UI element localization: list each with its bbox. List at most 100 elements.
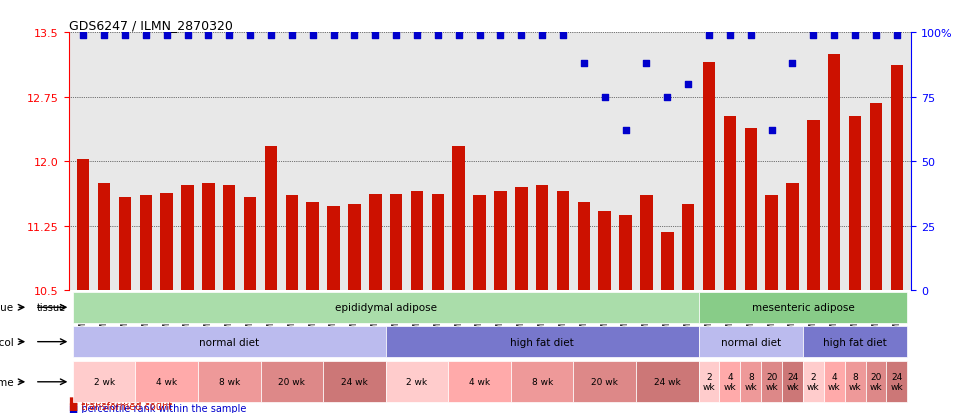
Point [868, 32, 884, 39]
Point [96, 32, 112, 39]
Text: 24 wk: 24 wk [341, 377, 368, 386]
Point [722, 32, 738, 39]
Point [534, 32, 550, 39]
Point [763, 128, 779, 134]
Text: 24
wk: 24 wk [786, 373, 799, 391]
Point [785, 61, 801, 67]
Bar [849, 117, 861, 290]
Point [263, 32, 278, 39]
FancyBboxPatch shape [261, 361, 323, 402]
FancyBboxPatch shape [73, 292, 699, 323]
Point [138, 32, 154, 39]
Point [305, 32, 320, 39]
Point [597, 94, 612, 101]
Text: 24 wk: 24 wk [654, 377, 681, 386]
Point [159, 32, 174, 39]
Point [409, 32, 424, 39]
Bar [98, 183, 111, 290]
FancyBboxPatch shape [573, 361, 636, 402]
Point [702, 32, 717, 39]
Bar [494, 192, 507, 290]
Text: 8 wk: 8 wk [531, 377, 553, 386]
FancyBboxPatch shape [198, 361, 261, 402]
Bar [181, 186, 194, 290]
Bar [307, 203, 318, 290]
Point [347, 32, 363, 39]
Bar [369, 194, 381, 290]
Bar [703, 63, 715, 290]
Text: GDS6247 / ILMN_2870320: GDS6247 / ILMN_2870320 [69, 19, 232, 32]
Point [430, 32, 446, 39]
Point [889, 32, 905, 39]
Bar [265, 147, 277, 290]
Text: ■ transformed count: ■ transformed count [69, 401, 172, 411]
FancyBboxPatch shape [845, 361, 865, 402]
Text: 2 wk: 2 wk [407, 377, 427, 386]
Text: 2
wk: 2 wk [808, 373, 819, 391]
Bar [786, 183, 799, 290]
Bar [285, 196, 298, 290]
Text: 4
wk: 4 wk [723, 373, 736, 391]
Point [848, 32, 863, 39]
Bar [536, 186, 549, 290]
Text: 8
wk: 8 wk [849, 373, 861, 391]
Point [514, 32, 529, 39]
Bar [327, 206, 340, 290]
Point [451, 32, 466, 39]
Bar [662, 232, 673, 290]
Text: epididymal adipose: epididymal adipose [335, 303, 437, 313]
Point [325, 32, 341, 39]
Bar [139, 196, 152, 290]
Bar [244, 198, 257, 290]
Point [242, 32, 258, 39]
Point [680, 81, 696, 88]
Text: 2
wk: 2 wk [703, 373, 715, 391]
FancyBboxPatch shape [386, 326, 699, 357]
Text: 8
wk: 8 wk [745, 373, 758, 391]
FancyBboxPatch shape [135, 361, 198, 402]
FancyBboxPatch shape [761, 361, 782, 402]
Text: tissue: tissue [0, 303, 14, 313]
FancyBboxPatch shape [886, 361, 907, 402]
FancyBboxPatch shape [803, 361, 824, 402]
Bar [161, 193, 172, 290]
Bar [828, 55, 841, 290]
Text: 20
wk: 20 wk [869, 373, 882, 391]
Point [201, 32, 217, 39]
Bar [223, 186, 235, 290]
Text: high fat diet: high fat diet [511, 337, 574, 347]
Point [284, 32, 300, 39]
FancyBboxPatch shape [865, 361, 886, 402]
Text: 4 wk: 4 wk [156, 377, 177, 386]
Bar [515, 188, 527, 290]
Text: normal diet: normal diet [720, 337, 781, 347]
Bar [577, 203, 590, 290]
FancyBboxPatch shape [386, 361, 448, 402]
Text: 8 wk: 8 wk [219, 377, 240, 386]
FancyBboxPatch shape [740, 361, 761, 402]
Bar [723, 117, 736, 290]
Text: 2 wk: 2 wk [93, 377, 115, 386]
FancyBboxPatch shape [73, 326, 386, 357]
Point [556, 32, 571, 39]
Point [493, 32, 509, 39]
FancyBboxPatch shape [448, 361, 511, 402]
Bar [411, 192, 423, 290]
Bar [473, 196, 486, 290]
Text: ■ percentile rank within the sample: ■ percentile rank within the sample [69, 403, 246, 413]
Point [743, 32, 759, 39]
Point [471, 32, 487, 39]
Point [806, 32, 821, 39]
Bar [202, 183, 215, 290]
Text: time: time [0, 377, 14, 387]
Point [221, 32, 237, 39]
Text: 20
wk: 20 wk [765, 373, 778, 391]
FancyBboxPatch shape [803, 326, 907, 357]
Point [576, 61, 592, 67]
Point [75, 32, 91, 39]
Text: ■ transformed count: ■ transformed count [69, 395, 172, 405]
Bar [348, 204, 361, 290]
FancyBboxPatch shape [699, 361, 719, 402]
Bar [640, 196, 653, 290]
Point [388, 32, 404, 39]
